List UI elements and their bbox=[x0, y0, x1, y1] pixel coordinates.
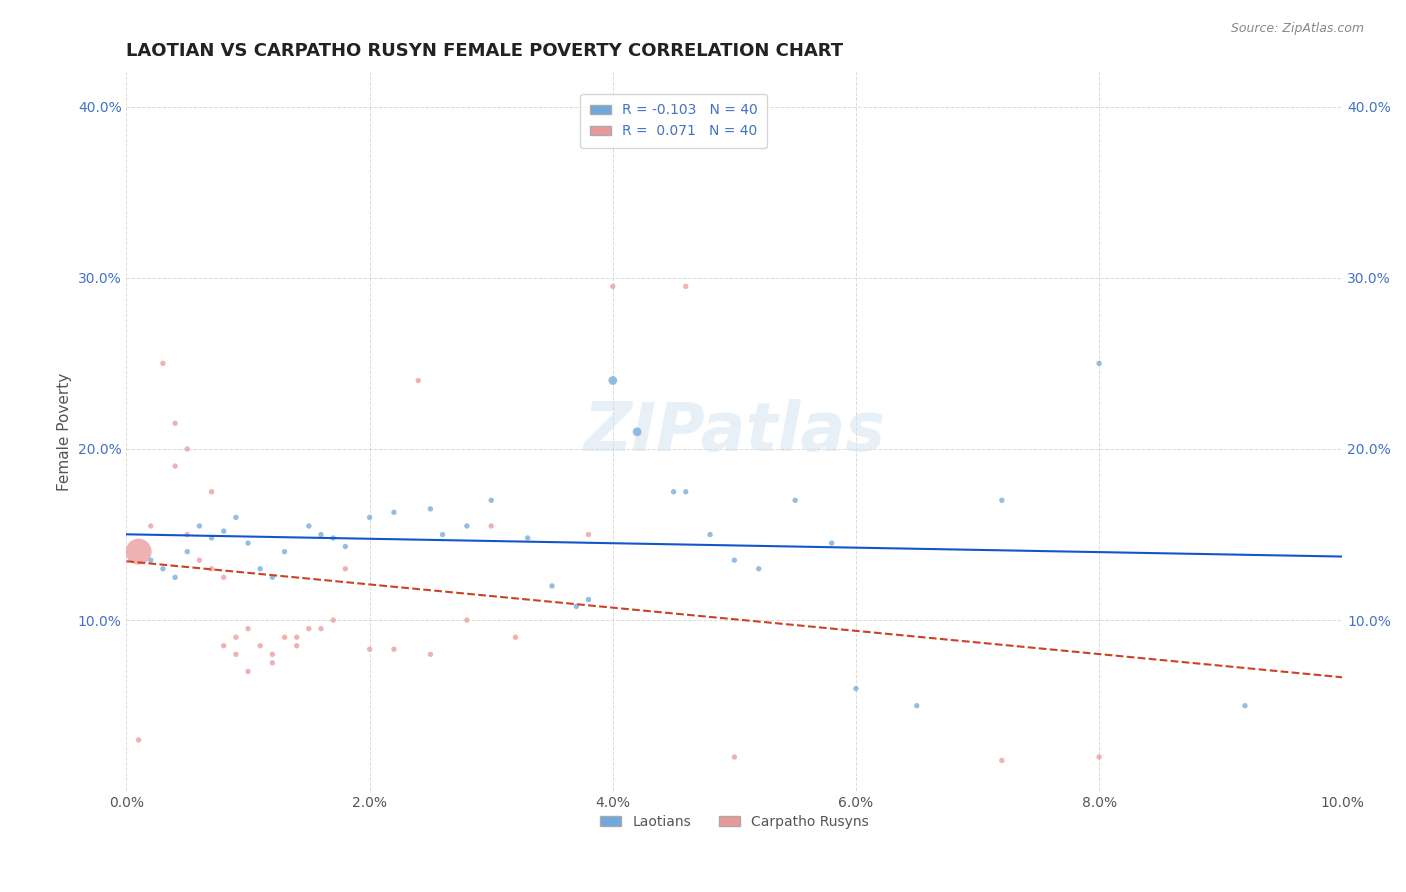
Point bbox=[225, 510, 247, 524]
Point bbox=[322, 531, 344, 545]
Point bbox=[479, 519, 502, 533]
Point bbox=[335, 562, 357, 576]
Y-axis label: Female Poverty: Female Poverty bbox=[58, 373, 72, 491]
Point bbox=[723, 750, 745, 764]
Point bbox=[249, 639, 271, 653]
Point bbox=[139, 519, 162, 533]
Point bbox=[432, 527, 454, 541]
Point bbox=[748, 562, 770, 576]
Point bbox=[176, 442, 198, 456]
Point bbox=[602, 374, 624, 388]
Point bbox=[382, 642, 405, 657]
Point bbox=[578, 527, 600, 541]
Point bbox=[298, 519, 321, 533]
Point bbox=[309, 622, 332, 636]
Point bbox=[285, 630, 308, 644]
Point bbox=[128, 733, 150, 747]
Point bbox=[479, 493, 502, 508]
Point bbox=[419, 501, 441, 516]
Point bbox=[419, 648, 441, 662]
Point bbox=[165, 417, 187, 431]
Legend: Laotians, Carpatho Rusyns: Laotians, Carpatho Rusyns bbox=[595, 810, 875, 835]
Point bbox=[176, 527, 198, 541]
Point bbox=[236, 622, 259, 636]
Point bbox=[273, 544, 295, 558]
Point bbox=[249, 562, 271, 576]
Point bbox=[541, 579, 564, 593]
Point bbox=[212, 524, 235, 538]
Point bbox=[298, 622, 321, 636]
Point bbox=[382, 505, 405, 519]
Point bbox=[675, 279, 697, 293]
Point bbox=[359, 510, 381, 524]
Point bbox=[285, 639, 308, 653]
Point bbox=[200, 484, 222, 499]
Point bbox=[152, 562, 174, 576]
Point bbox=[200, 562, 222, 576]
Point bbox=[188, 519, 211, 533]
Point bbox=[626, 425, 648, 439]
Point bbox=[1233, 698, 1256, 713]
Point bbox=[165, 459, 187, 474]
Point bbox=[675, 484, 697, 499]
Point bbox=[262, 656, 284, 670]
Point bbox=[139, 553, 162, 567]
Point bbox=[456, 519, 478, 533]
Point bbox=[212, 570, 235, 584]
Point bbox=[991, 754, 1014, 768]
Point bbox=[1088, 750, 1111, 764]
Point bbox=[359, 642, 381, 657]
Point bbox=[225, 630, 247, 644]
Point bbox=[516, 531, 538, 545]
Point bbox=[1088, 356, 1111, 370]
Point bbox=[578, 592, 600, 607]
Point bbox=[309, 527, 332, 541]
Text: Source: ZipAtlas.com: Source: ZipAtlas.com bbox=[1230, 22, 1364, 36]
Point bbox=[236, 536, 259, 550]
Point bbox=[236, 665, 259, 679]
Point bbox=[565, 599, 588, 614]
Point bbox=[128, 544, 150, 558]
Point bbox=[152, 356, 174, 370]
Point bbox=[176, 544, 198, 558]
Text: LAOTIAN VS CARPATHO RUSYN FEMALE POVERTY CORRELATION CHART: LAOTIAN VS CARPATHO RUSYN FEMALE POVERTY… bbox=[127, 42, 844, 60]
Point bbox=[322, 613, 344, 627]
Point bbox=[262, 648, 284, 662]
Point bbox=[273, 630, 295, 644]
Point bbox=[225, 648, 247, 662]
Point bbox=[845, 681, 868, 696]
Point bbox=[602, 279, 624, 293]
Point bbox=[406, 374, 429, 388]
Point bbox=[262, 570, 284, 584]
Point bbox=[820, 536, 842, 550]
Text: ZIPatlas: ZIPatlas bbox=[583, 399, 886, 465]
Point bbox=[699, 527, 721, 541]
Point bbox=[723, 553, 745, 567]
Point bbox=[335, 540, 357, 554]
Point bbox=[905, 698, 928, 713]
Point bbox=[200, 531, 222, 545]
Point bbox=[456, 613, 478, 627]
Point bbox=[505, 630, 527, 644]
Point bbox=[165, 570, 187, 584]
Point bbox=[188, 553, 211, 567]
Point bbox=[785, 493, 807, 508]
Point bbox=[662, 484, 685, 499]
Point bbox=[212, 639, 235, 653]
Point bbox=[991, 493, 1014, 508]
